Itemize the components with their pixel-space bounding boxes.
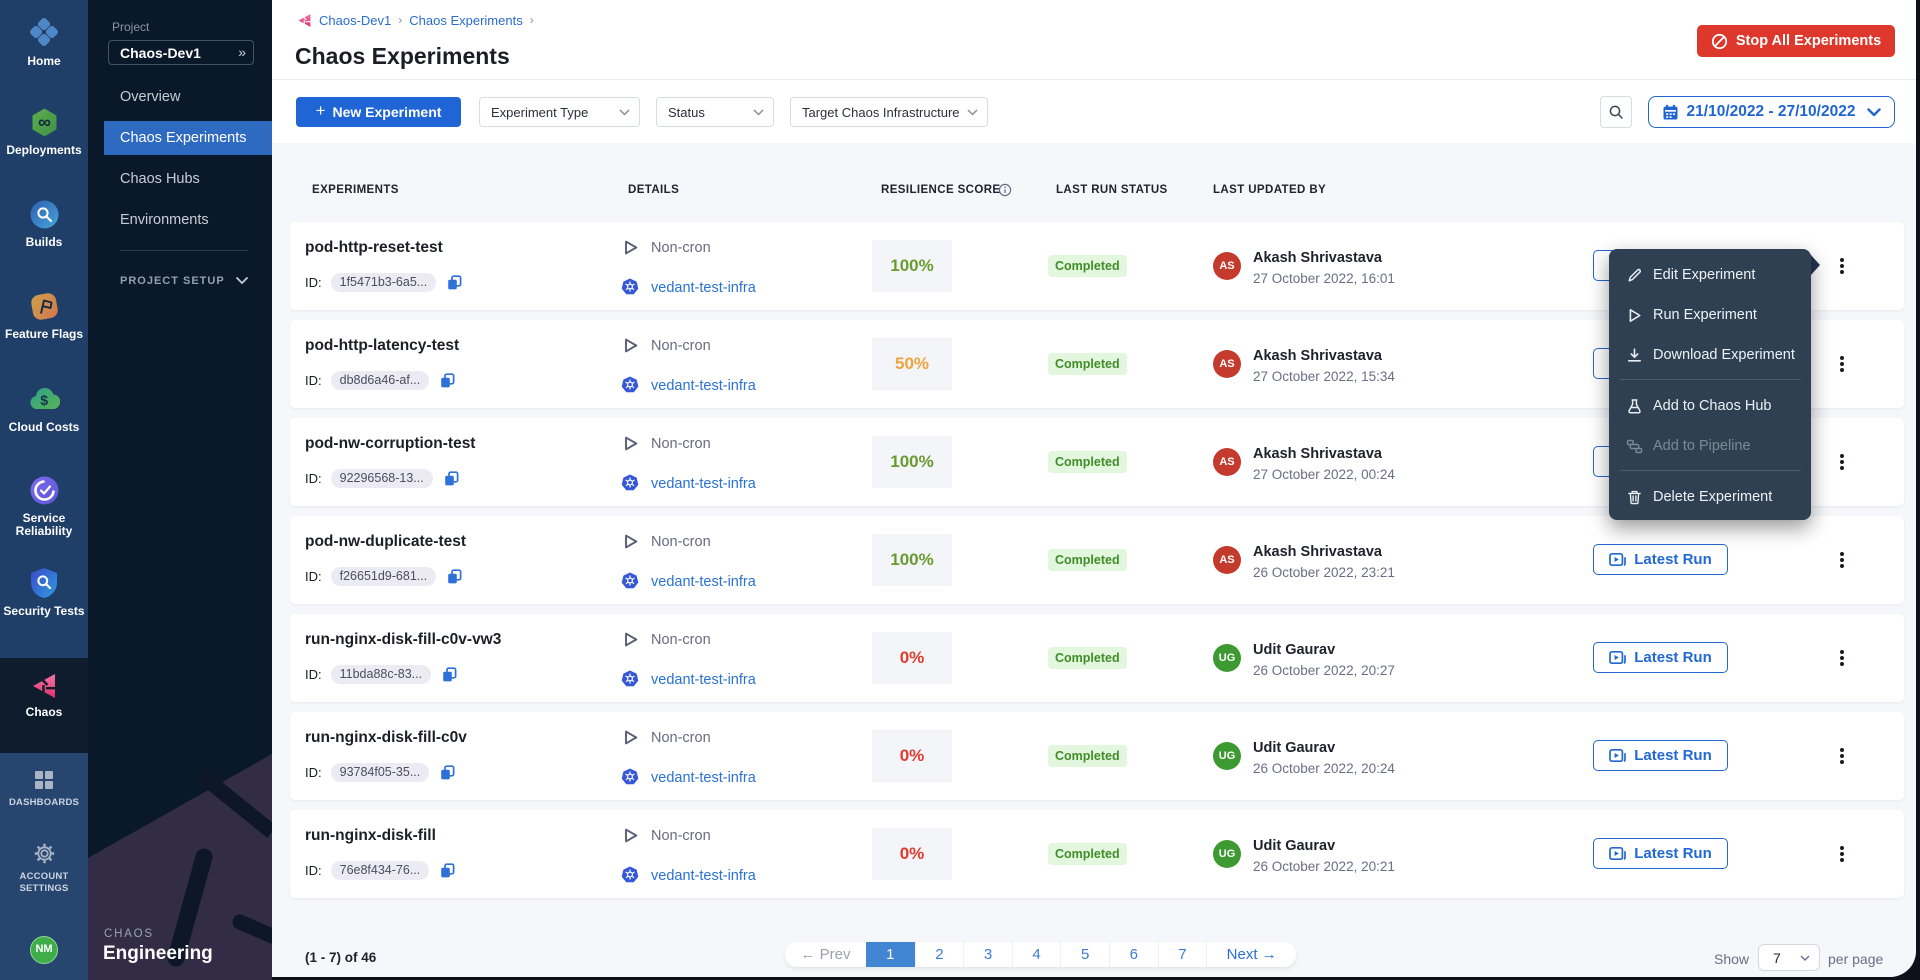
svg-text:$: $ xyxy=(40,392,48,408)
svg-text:∞: ∞ xyxy=(38,112,51,132)
